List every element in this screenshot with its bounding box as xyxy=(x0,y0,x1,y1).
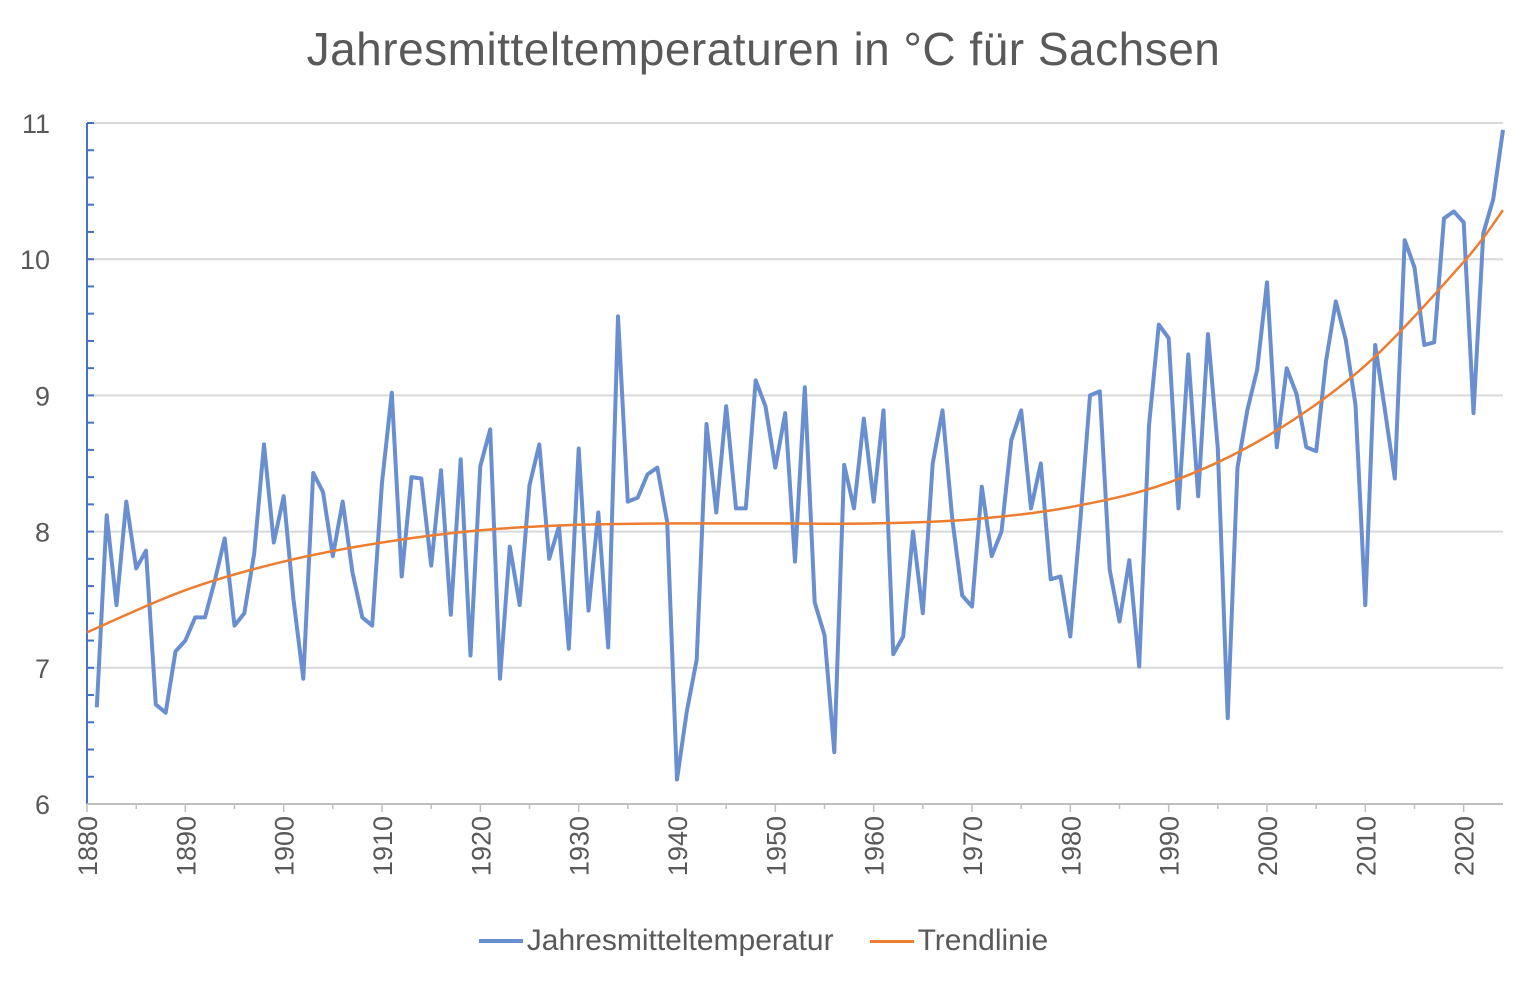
x-tick-label: 1940 xyxy=(663,816,693,876)
temperature-line xyxy=(94,129,1505,782)
x-tick-label: 2010 xyxy=(1351,816,1381,876)
x-tick-label: 1930 xyxy=(565,816,595,876)
y-tick-label: 6 xyxy=(35,790,50,820)
axes: 6 7 8 9 10 11 1880 1890 1900 1910 1920 1930 1940 1950… xyxy=(20,109,1503,876)
x-tick-label: 1900 xyxy=(270,816,300,876)
x-tick-label: 1950 xyxy=(761,816,791,876)
x-tick-label: 1910 xyxy=(368,816,398,876)
legend-swatch-orange xyxy=(869,939,914,943)
legend: Jahresmitteltemperatur Trendlinie xyxy=(0,924,1527,958)
x-tick-label: 1980 xyxy=(1056,816,1086,876)
x-tick-label: 2000 xyxy=(1253,816,1283,876)
x-tick-label: 1960 xyxy=(860,816,890,876)
y-tick-label: 10 xyxy=(20,245,50,275)
legend-item-temperature[interactable]: Jahresmitteltemperatur xyxy=(478,924,834,958)
legend-swatch-blue xyxy=(478,939,523,943)
legend-label: Jahresmitteltemperatur xyxy=(526,924,834,957)
series-lines xyxy=(86,129,1505,782)
y-tick-label: 9 xyxy=(35,381,50,411)
x-tick-label: 1920 xyxy=(466,816,496,876)
legend-label: Trendlinie xyxy=(917,924,1049,957)
x-tick-label: 2020 xyxy=(1450,816,1480,876)
trend-line xyxy=(86,209,1504,634)
x-tick-label: 1970 xyxy=(958,816,988,876)
y-tick-label: 7 xyxy=(35,654,50,684)
y-tick-label: 8 xyxy=(35,518,50,548)
gridlines xyxy=(87,122,1503,669)
legend-item-trend[interactable]: Trendlinie xyxy=(869,924,1049,958)
y-tick-label: 11 xyxy=(22,109,50,139)
x-tick-label: 1880 xyxy=(73,816,103,876)
x-tick-label: 1990 xyxy=(1155,816,1185,876)
x-tick-label: 1890 xyxy=(171,816,201,876)
chart-title: Jahresmitteltemperaturen in °C für Sachs… xyxy=(306,23,1221,75)
